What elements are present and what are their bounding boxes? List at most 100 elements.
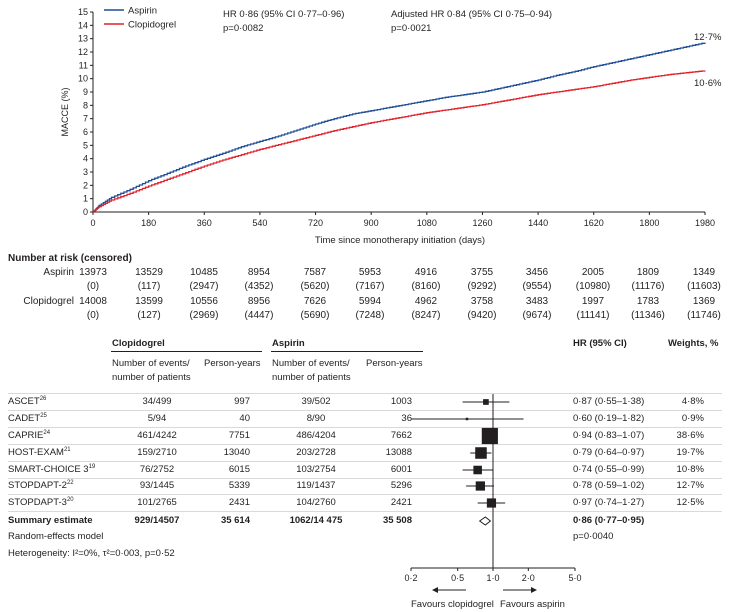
study-asp-events: 486/4204 bbox=[296, 430, 336, 441]
study-asp-events: 119/1437 bbox=[296, 480, 336, 491]
km-x-tick-label: 720 bbox=[308, 218, 323, 228]
risk-row-label: Aspirin bbox=[43, 267, 74, 278]
summary-name: Summary estimate bbox=[8, 515, 93, 526]
km-y-tick-label: 15 bbox=[78, 7, 88, 17]
header-clopidogrel: Clopidogrel bbox=[112, 338, 165, 349]
header-asp-person-years: Person-years bbox=[366, 358, 423, 369]
risk-at-risk-value: 1809 bbox=[636, 267, 660, 278]
risk-censored-value: (2969) bbox=[189, 310, 219, 321]
header-clop-events-1: Number of events/ bbox=[112, 358, 190, 369]
risk-at-risk-value: 8956 bbox=[247, 296, 271, 307]
study-weight: 12·7% bbox=[676, 480, 704, 491]
study-reference: 19 bbox=[88, 464, 96, 470]
adjusted-hr-annotation: Adjusted HR 0·84 (95% CI 0·75–0·94) bbox=[391, 9, 552, 20]
study-weight: 38·6% bbox=[676, 430, 704, 441]
header-aspirin: Aspirin bbox=[272, 338, 305, 349]
study-asp-person-years: 2421 bbox=[390, 497, 412, 508]
risk-censored-value: (9420) bbox=[467, 310, 497, 321]
study-clop-person-years: 7751 bbox=[228, 430, 250, 441]
study-reference: 21 bbox=[63, 447, 71, 453]
km-y-tick-label: 11 bbox=[79, 60, 88, 70]
km-x-tick-label: 1440 bbox=[528, 218, 548, 228]
row-separator bbox=[8, 478, 722, 479]
heterogeneity-note: Heterogeneity: I²=0%, τ²=0·003, p=0·52 bbox=[8, 548, 175, 559]
header-clopidogrel-rule bbox=[111, 351, 262, 352]
km-y-tick-label: 1 bbox=[83, 194, 88, 204]
study-clop-person-years: 40 bbox=[239, 413, 250, 424]
km-y-tick-label: 0 bbox=[83, 207, 88, 217]
study-clop-person-years: 5339 bbox=[228, 480, 250, 491]
study-name: ASCET26 bbox=[8, 396, 47, 408]
study-weight: 12·5% bbox=[676, 497, 704, 508]
study-weight: 10·8% bbox=[676, 464, 704, 475]
risk-censored-value: (7167) bbox=[355, 281, 385, 292]
summary-p-value: p=0·0040 bbox=[573, 531, 614, 542]
forest-x-tick-label: 0·5 bbox=[451, 573, 464, 583]
km-y-tick-label: 5 bbox=[83, 140, 88, 150]
risk-censored-value: (11346) bbox=[631, 310, 665, 321]
summary-diamond bbox=[478, 516, 492, 526]
summary-clop-events: 929/14507 bbox=[134, 515, 180, 526]
risk-at-risk-value: 4962 bbox=[414, 296, 438, 307]
risk-censored-value: (5620) bbox=[300, 281, 330, 292]
favours-left-arrowhead bbox=[432, 587, 438, 593]
km-y-tick-label: 9 bbox=[83, 87, 88, 97]
summary-clop-py: 35 614 bbox=[220, 515, 250, 526]
row-separator bbox=[8, 511, 722, 512]
study-weight: 4·8% bbox=[681, 396, 704, 407]
study-reference: 20 bbox=[66, 497, 74, 503]
header-clop-person-years: Person-years bbox=[204, 358, 261, 369]
km-line-aspirin bbox=[93, 42, 706, 213]
km-y-tick-label: 3 bbox=[83, 167, 88, 177]
study-weight: 0·9% bbox=[681, 413, 704, 424]
effect-square bbox=[483, 399, 489, 405]
study-clop-person-years: 6015 bbox=[228, 464, 250, 475]
risk-censored-value: (11603) bbox=[687, 281, 721, 292]
risk-censored-value: (11176) bbox=[631, 281, 665, 292]
study-asp-person-years: 13088 bbox=[385, 447, 412, 458]
study-reference: 22 bbox=[66, 480, 74, 486]
summary-hr: 0·86 (0·77–0·95) bbox=[573, 515, 645, 526]
km-x-tick-label: 1620 bbox=[584, 218, 604, 228]
risk-at-risk-value: 5994 bbox=[358, 296, 382, 307]
study-name: CADET25 bbox=[8, 413, 47, 425]
km-x-tick-label: 0 bbox=[90, 218, 95, 228]
km-x-tick-label: 540 bbox=[252, 218, 267, 228]
study-clop-person-years: 2431 bbox=[228, 497, 250, 508]
risk-at-risk-value: 4916 bbox=[414, 267, 438, 278]
risk-at-risk-value: 8954 bbox=[247, 267, 271, 278]
km-y-tick-label: 12 bbox=[78, 47, 88, 57]
favours-right-arrowhead bbox=[531, 587, 537, 593]
study-hr: 0·87 (0·55–1·38) bbox=[573, 396, 645, 407]
study-reference: 25 bbox=[40, 413, 47, 419]
risk-at-risk-value: 1369 bbox=[692, 296, 716, 307]
study-hr: 0·97 (0·74–1·27) bbox=[573, 497, 645, 508]
risk-censored-value: (127) bbox=[137, 310, 161, 321]
study-asp-events: 8/90 bbox=[306, 413, 326, 424]
risk-censored-value: (11746) bbox=[687, 310, 721, 321]
header-hr: HR (95% CI) bbox=[573, 338, 627, 349]
number-at-risk-title: Number at risk (censored) bbox=[8, 253, 132, 264]
km-x-tick-label: 180 bbox=[141, 218, 156, 228]
study-clop-events: 159/2710 bbox=[137, 447, 177, 458]
risk-censored-value: (9554) bbox=[522, 281, 552, 292]
risk-at-risk-value: 10556 bbox=[190, 296, 218, 307]
study-clop-events: 461/4242 bbox=[137, 430, 177, 441]
adjusted-hr-p-value: p=0·0021 bbox=[391, 23, 431, 34]
study-clop-events: 76/2752 bbox=[139, 464, 175, 475]
risk-censored-value: (9674) bbox=[522, 310, 552, 321]
km-y-tick-label: 14 bbox=[78, 20, 88, 30]
km-x-tick-label: 360 bbox=[197, 218, 212, 228]
risk-at-risk-value: 3456 bbox=[525, 267, 549, 278]
study-reference: 26 bbox=[39, 396, 47, 402]
effect-square bbox=[486, 498, 497, 508]
risk-at-risk-value: 3483 bbox=[525, 296, 549, 307]
risk-censored-value: (8247) bbox=[411, 310, 441, 321]
study-clop-person-years: 997 bbox=[234, 396, 250, 407]
study-hr: 0·94 (0·83–1·07) bbox=[573, 430, 645, 441]
forest-x-tick-label: 1·0 bbox=[486, 573, 499, 583]
study-weight: 19·7% bbox=[676, 447, 704, 458]
study-asp-person-years: 36 bbox=[401, 413, 412, 424]
km-x-tick-label: 900 bbox=[364, 218, 379, 228]
